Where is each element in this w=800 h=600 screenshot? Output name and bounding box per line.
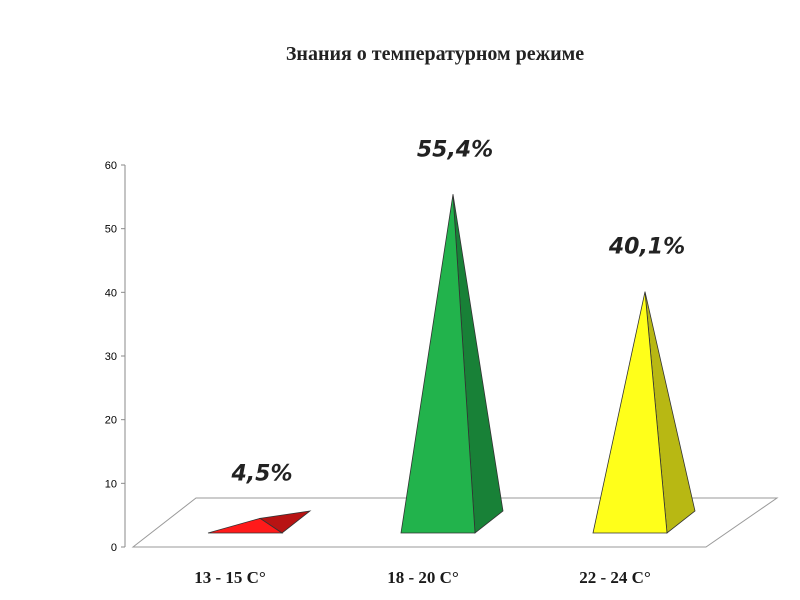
bar-front-face [207,517,284,534]
bar-front-face [592,291,668,534]
y-tick-label: 60 [105,160,117,172]
y-tick-label: 50 [105,224,117,236]
bar-pyramid [400,194,504,534]
y-tick-label: 0 [111,542,117,554]
chart-title: Знания о температурном режиме [286,43,584,65]
x-tick-label: 13 - 15 C° [194,568,266,587]
bar-pyramid [207,510,312,534]
plot-area [207,194,696,534]
data-label: 55,4% [417,137,493,162]
y-tick-label: 20 [105,415,117,427]
x-tick-label: 18 - 20 C° [387,568,459,587]
y-tick-label: 30 [105,351,117,363]
data-label: 40,1% [608,235,685,260]
x-tick-label: 22 - 24 C° [579,568,651,587]
y-tick-label: 10 [105,478,117,490]
bar-pyramid [592,291,696,534]
data-label: 4,5% [230,461,292,486]
y-tick-label: 40 [105,287,117,299]
bar-front-face [400,194,476,534]
labels: 4,5% 13 - 15 C° 55,4% 18 - 20 C° 40,1% 22 - 2… [194,137,685,587]
y-axis: 0 10 20 30 40 50 60 [105,160,126,554]
